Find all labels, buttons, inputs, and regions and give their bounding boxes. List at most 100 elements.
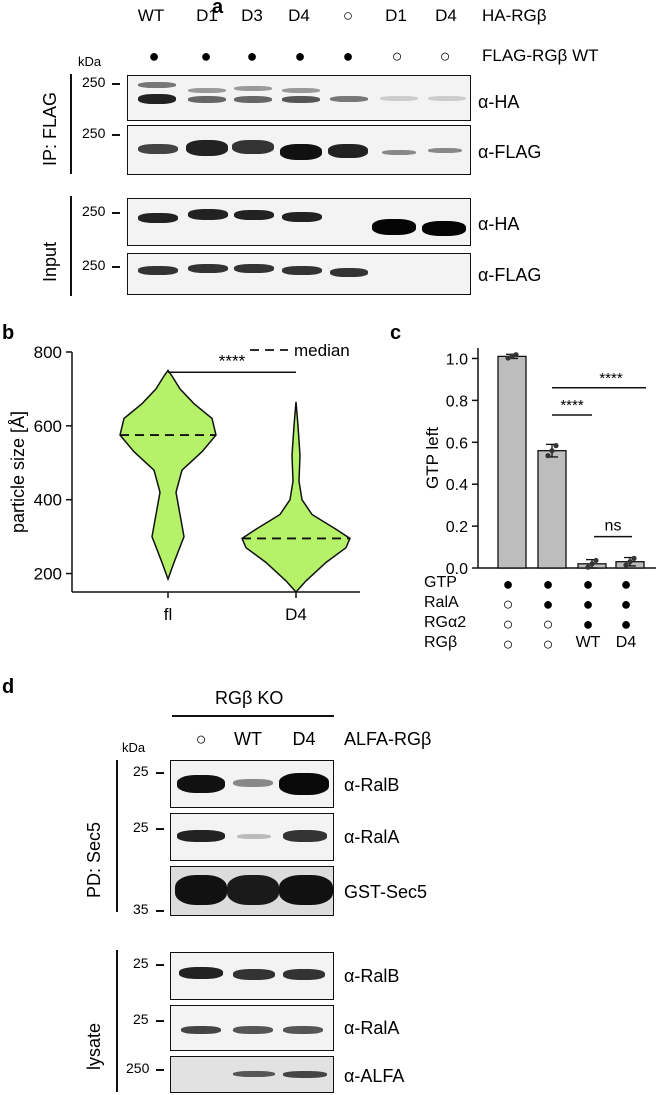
cell: D4	[615, 634, 637, 651]
y-tick-label: 0.0	[446, 561, 468, 575]
y-tick-label: 1.0	[446, 351, 468, 368]
data-point	[631, 555, 637, 561]
marker-tick	[112, 83, 120, 85]
y-tick-label: 0.4	[446, 477, 468, 494]
rgb-ko-header: RGβ KO	[215, 688, 284, 708]
pd-bracket	[116, 760, 118, 912]
lysate-bracket	[116, 950, 118, 1092]
cell: WT	[575, 634, 601, 651]
cell: ○	[542, 634, 554, 654]
violin-D4	[241, 401, 351, 594]
blot-ip-ha	[127, 75, 471, 121]
cell: ●	[582, 594, 594, 614]
marker-250-3: 250	[82, 203, 106, 219]
blot-label-ip-ha: α-HA	[478, 92, 520, 112]
blot-label-ip-flag: α-FLAG	[478, 142, 542, 162]
sig-label-2-3: ****	[560, 397, 584, 414]
x-tick-label: D4	[285, 605, 307, 624]
marker-250-4: 250	[82, 257, 106, 273]
data-point	[585, 564, 591, 570]
cell: ○	[502, 634, 514, 654]
data-point	[549, 448, 555, 454]
pd-sec5-label: PD: Sec5	[84, 821, 104, 898]
data-point	[545, 453, 551, 459]
cell: ○	[542, 614, 554, 634]
lane-label-wt: WT	[137, 6, 165, 25]
kda-label-a: kDa	[78, 54, 102, 69]
blot-pd-rala	[170, 813, 334, 861]
marker-d-3: 35	[133, 901, 149, 917]
panel-d-letter: d	[2, 676, 15, 698]
marker-d-1: 25	[133, 763, 149, 779]
marker-tick	[156, 910, 164, 912]
marker-250-1: 250	[82, 74, 106, 90]
lane-label-d1: D1	[196, 6, 218, 25]
cell: ●	[582, 574, 594, 594]
violin-fl	[119, 369, 217, 582]
alfa-row-label: ALFA-RGβ	[344, 729, 432, 749]
ip-bracket	[70, 74, 72, 174]
lane-label-d4: D4	[288, 6, 310, 25]
cell: ○	[502, 614, 514, 634]
marker-d-2: 25	[133, 819, 149, 835]
data-point	[513, 352, 519, 358]
input-label: Input	[40, 241, 60, 282]
data-point	[593, 557, 599, 564]
cell: ●	[542, 594, 554, 614]
blot-lysate-alfa	[170, 1056, 334, 1093]
blot-label-lysate-rala: α-RalA	[344, 1018, 400, 1038]
flag-symbol-4: ●	[294, 46, 306, 66]
y-tick-label: 0.2	[446, 519, 468, 536]
lysate-label: lysate	[84, 1022, 104, 1070]
flag-symbol-6: ○	[391, 46, 403, 66]
blot-label-input-flag: α-FLAG	[478, 265, 542, 285]
panel-b-letter: b	[2, 322, 15, 344]
marker-d-4: 25	[133, 955, 149, 971]
cell: ●	[620, 574, 632, 594]
table-row-label-rgb: RGβ	[424, 634, 458, 651]
lane-d-d4: D4	[292, 729, 316, 749]
x-tick-label: fl	[164, 605, 173, 624]
data-point	[627, 559, 633, 565]
sig-label-2-4: ****	[599, 370, 623, 387]
sig-label-3-4: ns	[605, 518, 622, 535]
lane-label-d4b: D4	[435, 6, 457, 25]
y-tick-label: 400	[34, 491, 62, 510]
y-tick-label: 800	[34, 343, 62, 362]
y-tick-label: 0.6	[446, 435, 468, 452]
cell: ●	[542, 574, 554, 594]
lane-label-empty: ○	[342, 6, 354, 25]
panel-c-letter: c	[390, 322, 402, 344]
data-point	[553, 443, 559, 449]
blot-lysate-ralb	[170, 952, 334, 1000]
table-row-label-gtp: GTP	[424, 574, 457, 591]
flag-symbol-7: ○	[439, 46, 451, 66]
input-bracket	[70, 196, 72, 296]
chart-bar: 0.0 0.2 0.4 0.6 0.8 1.0 GTP left **** **** ns	[423, 348, 656, 575]
rgb-ko-underline	[172, 715, 334, 717]
cell: ●	[620, 614, 632, 634]
blot-label-lysate-ralb: α-RalB	[344, 966, 400, 986]
ip-flag-label: IP: FLAG	[40, 91, 60, 166]
bar-1	[497, 355, 527, 569]
marker-tick	[156, 772, 164, 774]
y-tick-label: 0.8	[446, 393, 468, 410]
marker-tick	[112, 266, 120, 268]
data-point	[589, 561, 595, 567]
chart-violin: 200 400 600 800 particle size [Å] fl D4 **** med…	[8, 341, 360, 624]
flag-symbol-1: ●	[148, 46, 160, 66]
marker-tick	[112, 134, 120, 136]
flag-symbol-3: ●	[246, 46, 258, 66]
marker-tick	[112, 212, 120, 214]
blot-pd-gst-sec5	[170, 866, 334, 916]
cell: ○	[502, 594, 514, 614]
ha-row-label: HA-RGβ	[482, 6, 547, 25]
marker-d-6: 250	[126, 1060, 150, 1076]
blot-input-ha	[127, 198, 471, 246]
flag-symbol-5: ●	[342, 46, 354, 66]
data-point	[509, 353, 515, 359]
data-point	[505, 355, 511, 361]
blot-label-lysate-alfa: α-ALFA	[344, 1066, 405, 1086]
blot-label-pd-ralb: α-RalB	[344, 775, 400, 795]
lane-d-empty: ○	[195, 729, 207, 749]
